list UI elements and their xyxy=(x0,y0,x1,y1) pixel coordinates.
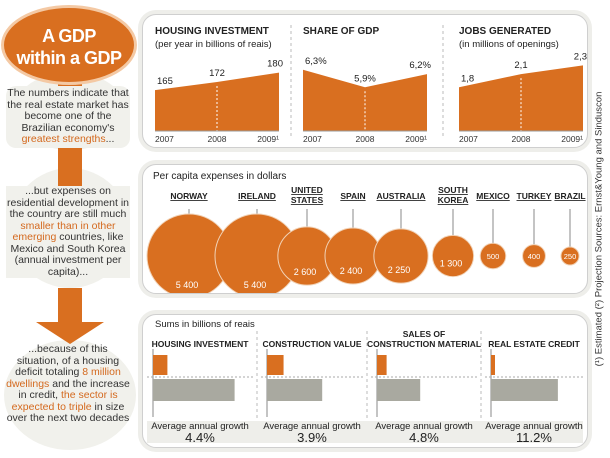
per-capita-value-label: 5 400 xyxy=(176,280,199,290)
trend-tick-label: 2007 xyxy=(155,134,174,144)
trend-subtitle-3: (in millions of openings) xyxy=(459,39,559,50)
per-capita-title: Per capita expenses in dollars xyxy=(153,171,286,182)
footnote-vertical: (¹) Estimated (²) Projection Sources: Er… xyxy=(590,0,608,458)
per-capita-value-label: 1 300 xyxy=(440,259,463,269)
p3-highlight-1: 8 million dwellings xyxy=(6,366,121,390)
trend-tick-label: 2008 xyxy=(356,134,375,144)
trend-value-label: 1,8 xyxy=(461,73,474,84)
growth-title: Sums in billions of reais xyxy=(155,319,255,330)
per-capita-country-label: SPAIN xyxy=(340,191,365,201)
trend-tick-label: 2008 xyxy=(208,134,227,144)
trend-tick-label: 2007 xyxy=(459,134,478,144)
per-capita-country-label: SOUTH KOREA xyxy=(438,185,469,205)
p3-tail: in size over the next two decades xyxy=(6,400,130,424)
per-capita-country-label: BRAZIL xyxy=(554,191,585,201)
per-capita-chart: Per capita expenses in dollars NORWAY 5 40… xyxy=(146,171,586,293)
p3-text: ...because of this situation, of a housi… xyxy=(15,343,120,378)
per-capita-bubble xyxy=(560,246,580,266)
growth-caption: Average annual growth xyxy=(263,421,361,432)
per-capita-value-label: 2 600 xyxy=(294,267,317,277)
growth-caption: Average annual growth xyxy=(375,421,473,432)
growth-caption: Average annual growth xyxy=(485,421,583,432)
headline-line2: within a GDP xyxy=(16,48,122,68)
per-capita-panel: Per capita expenses in dollars NORWAY 5 40… xyxy=(142,164,588,294)
growth-value-label: 3.9% xyxy=(297,430,327,445)
narrative-column: A GDP within a GDP The numbers indicate … xyxy=(0,0,140,458)
p1-highlight: greatest strengths xyxy=(21,133,106,145)
trend-value-label: 5,9% xyxy=(354,73,376,84)
trend-panel: HOUSING INVESTMENT (per year in billions … xyxy=(142,14,588,148)
growth-category-label: REAL ESTATE CREDIT xyxy=(488,339,580,349)
trend-value-label: 180 xyxy=(267,59,283,70)
trend-title-2: SHARE OF GDP xyxy=(303,26,379,37)
narrative-paragraph-3: ...because of this situation, of a housi… xyxy=(6,343,130,425)
per-capita-bubble xyxy=(522,244,546,268)
per-capita-bubble xyxy=(479,242,507,270)
per-capita-country-label: UNITED STATES xyxy=(291,185,324,205)
growth-bar-projected xyxy=(491,379,558,401)
per-capita-country-label: TURKEY xyxy=(517,191,552,201)
trend-tick-label: 2009¹ xyxy=(405,134,427,144)
growth-bar-current xyxy=(267,355,284,375)
growth-caption: Average annual growth xyxy=(151,421,249,432)
growth-bar-projected xyxy=(377,379,421,401)
trend-value-label: 6,2% xyxy=(409,60,431,71)
per-capita-value-label: 5 400 xyxy=(244,280,267,290)
per-capita-value-label: 2 400 xyxy=(340,266,363,276)
p1-tail: ... xyxy=(105,133,115,145)
narrative-paragraph-1: The numbers indicate that the real estat… xyxy=(6,86,130,148)
growth-bar-current xyxy=(491,355,495,375)
growth-value-label: 4.4% xyxy=(185,430,215,445)
per-capita-country-label: IRELAND xyxy=(238,191,276,201)
p3-highlight-2: the sector is expected to triple xyxy=(11,389,118,413)
footnote-text: (¹) Estimated (²) Projection Sources: Er… xyxy=(593,91,605,367)
per-capita-country-label: NORWAY xyxy=(170,191,208,201)
growth-bar-current xyxy=(377,355,387,375)
growth-bar-projected xyxy=(267,379,323,401)
trend-charts: HOUSING INVESTMENT (per year in billions … xyxy=(155,25,587,144)
arrow-stem-2 xyxy=(58,288,82,324)
growth-chart: Sums in billions of reais HOUSING INVESTM… xyxy=(147,319,583,445)
headline-badge: A GDP within a GDP xyxy=(4,8,134,82)
trend-title-1: HOUSING INVESTMENT xyxy=(155,26,269,37)
trend-area-1 xyxy=(155,72,279,131)
p3-middle: and the increase in credit, xyxy=(18,377,130,401)
growth-category-label: CONSTRUCTION VALUE xyxy=(262,339,361,349)
per-capita-value-label: 500 xyxy=(487,252,500,261)
per-capita-bubble xyxy=(431,234,475,278)
growth-category-label: HOUSING INVESTMENT xyxy=(152,339,250,349)
growth-value-label: 11.2% xyxy=(516,430,552,445)
trend-title-3: JOBS GENERATED xyxy=(459,26,551,37)
per-capita-value-label: 250 xyxy=(564,252,577,261)
trend-value-label: 2,1 xyxy=(514,60,527,71)
trend-tick-label: 2007 xyxy=(303,134,322,144)
trend-tick-label: 2008 xyxy=(512,134,531,144)
trend-value-label: 6,3% xyxy=(305,56,327,67)
bubble-3 xyxy=(4,340,136,450)
p2-highlight: smaller than in other emerging xyxy=(12,219,116,243)
headline-line1: A GDP xyxy=(42,26,96,46)
trend-value-label: 165 xyxy=(157,76,173,87)
trend-tick-label: 2009¹ xyxy=(257,134,279,144)
growth-category-label: SALES OF CONSTRUCTION MATERIAL xyxy=(367,329,481,349)
p2-text: ...but expenses on residential developme… xyxy=(7,185,129,220)
growth-value-label: 4.8% xyxy=(409,430,439,445)
per-capita-value-label: 2 250 xyxy=(388,265,411,275)
growth-bar-current xyxy=(153,355,168,375)
per-capita-bubble xyxy=(373,228,429,284)
per-capita-country-label: AUSTRALIA xyxy=(376,191,425,201)
trend-tick-label: 2009¹ xyxy=(561,134,583,144)
growth-panel: Sums in billions of reais HOUSING INVESTM… xyxy=(142,314,588,448)
growth-bar-projected xyxy=(153,379,235,401)
p2-tail: countries, like Mexico and South Korea (… xyxy=(10,231,126,278)
p1-text: The numbers indicate that the real estat… xyxy=(7,87,129,134)
per-capita-value-label: 400 xyxy=(528,252,541,261)
narrative-paragraph-2: ...but expenses on residential developme… xyxy=(6,185,130,278)
per-capita-country-label: MEXICO xyxy=(476,191,510,201)
trend-value-label: 172 xyxy=(209,68,225,79)
arrow-head-2 xyxy=(36,322,104,344)
trend-subtitle-1: (per year in billions of reais) xyxy=(155,39,272,50)
growth-band xyxy=(147,421,583,443)
trend-value-label: 2,3 xyxy=(574,51,587,62)
